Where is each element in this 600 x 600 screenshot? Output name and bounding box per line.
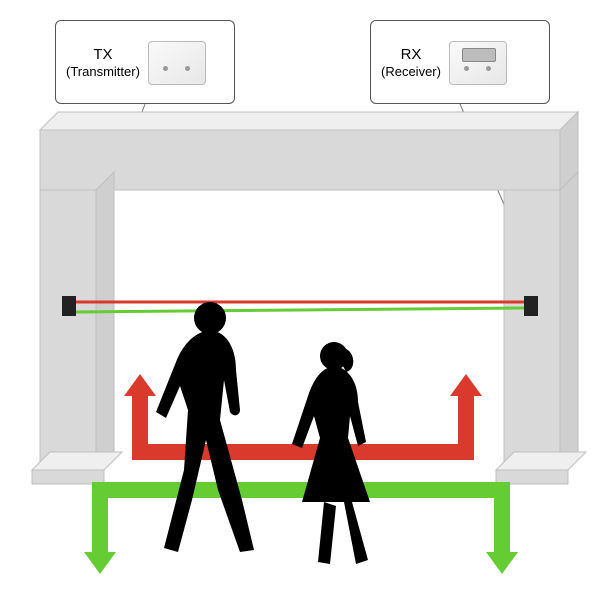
tx-sensor-icon — [62, 296, 76, 316]
people-silhouettes — [156, 302, 370, 564]
floor-arrows — [84, 374, 518, 574]
rx-sensor-icon — [524, 296, 538, 316]
ir-beam-green — [76, 308, 524, 312]
diagram-stage: TX (Transmitter) RX (Receiver) — [0, 0, 600, 600]
diagram-svg — [0, 0, 600, 600]
